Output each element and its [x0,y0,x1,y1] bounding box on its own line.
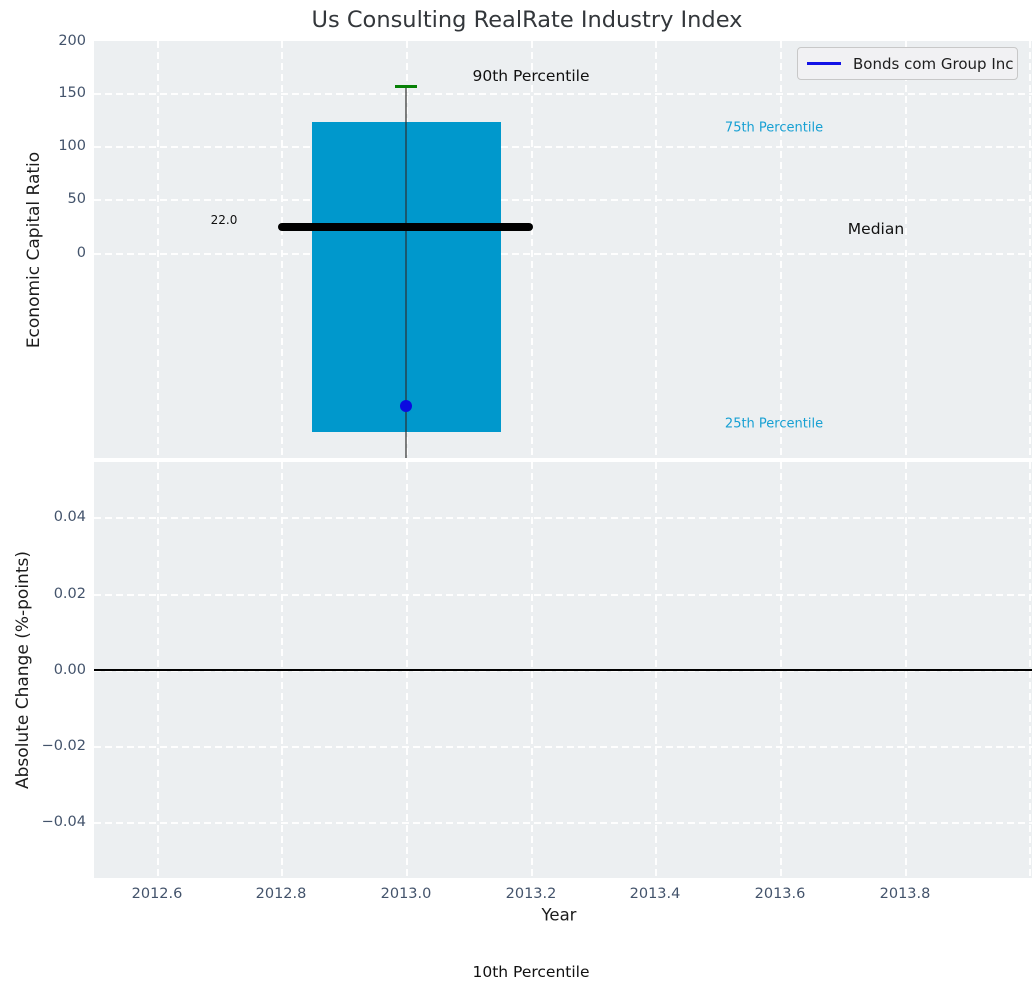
ytick-label: 100 [58,138,86,154]
annotation-25th-percentile: 25th Percentile [724,416,824,432]
ytick-label: 0.02 [53,586,86,602]
y-axis-label-top: Economic Capital Ratio [24,151,44,349]
gridline-v [655,41,657,458]
annotation-median-value: 22.0 [210,213,238,227]
x-axis-label: Year [541,905,577,925]
gridline-h [94,199,1032,201]
median-line [278,223,533,231]
ytick-label: 0.00 [53,662,86,678]
gridline-h [94,253,1032,255]
annotation-median: Median [847,220,905,238]
ytick-label: 0 [76,245,86,261]
xtick-label: 2013.4 [629,886,681,902]
gridline-h [94,746,1032,748]
xtick-label: 2012.8 [255,886,307,902]
annotation-75th-percentile: 75th Percentile [724,120,824,136]
xtick-label: 2013.2 [505,886,557,902]
gridline-h [94,93,1032,95]
xtick-label: 2012.6 [131,886,183,902]
p90-whisker-cap [395,84,417,88]
figure-caption-10th-percentile: 10th Percentile [472,963,590,981]
gridline-v [157,41,159,458]
gridline-h [94,517,1032,519]
ytick-label: −0.04 [41,814,86,830]
gridline-h [94,594,1032,596]
legend: Bonds com Group Inc [797,47,1018,80]
y-axis-label-bottom: Absolute Change (%-points) [13,551,33,789]
gridline-v [780,41,782,458]
gridline-h [94,670,1032,672]
gridline-v [281,41,283,458]
ytick-label: 200 [58,33,86,49]
ytick-label: −0.02 [41,738,86,754]
xtick-label: 2013.6 [754,886,806,902]
gridline-v [1029,41,1031,458]
company-data-point [400,400,412,412]
gridline-h [94,822,1032,824]
legend-line-swatch [807,61,841,66]
xtick-label: 2013.0 [380,886,432,902]
annotation-90th-percentile: 90th Percentile [472,67,590,85]
axes-economic-capital-ratio [94,41,1032,458]
ytick-label: 150 [58,85,86,101]
ytick-label: 50 [67,191,86,207]
whisker-line [405,86,407,458]
axes-absolute-change [94,462,1032,878]
legend-entry-label: Bonds com Group Inc [853,54,1014,73]
zero-baseline [94,669,1032,671]
gridline-h [94,146,1032,148]
gridline-v [905,41,907,458]
xtick-label: 2013.8 [879,886,931,902]
chart-title: Us Consulting RealRate Industry Index [311,7,743,33]
ytick-label: 0.04 [53,509,86,525]
gridline-v [531,41,533,458]
